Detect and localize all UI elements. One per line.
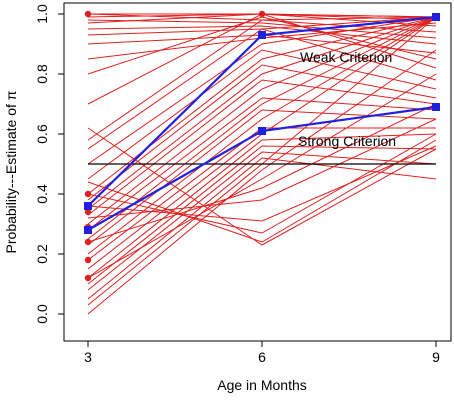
y-axis: 0.0 0.2 0.4 0.6 0.8 1.0	[34, 4, 65, 324]
y-tick-label: 0.8	[34, 64, 50, 84]
individual-line	[87, 64, 437, 201]
individual-line	[87, 79, 437, 216]
individual-line	[87, 151, 437, 291]
individual-line	[87, 28, 437, 150]
individual-line	[87, 49, 437, 180]
individual-line	[87, 16, 437, 240]
individual-line	[87, 133, 437, 279]
individual-line	[87, 103, 437, 243]
individual-line	[87, 145, 437, 285]
strong-criterion-point	[84, 226, 92, 234]
strong-criterion-label: Strong Criterion	[298, 133, 396, 149]
individual-line	[87, 16, 437, 225]
weak-criterion-point	[258, 31, 266, 39]
y-tick-label: 0.6	[34, 124, 50, 144]
x-tick-label: 6	[258, 349, 266, 365]
weak-criterion-point	[432, 13, 440, 21]
individual-line	[87, 127, 437, 246]
y-tick-label: 0.2	[34, 244, 50, 264]
y-axis-label: Probability---Estimate of π	[3, 90, 19, 253]
individual-line	[87, 97, 437, 231]
individual-point	[258, 10, 266, 18]
individual-line	[87, 16, 437, 255]
strong-criterion-point	[432, 103, 440, 111]
individual-point	[84, 274, 92, 282]
individual-line	[87, 133, 437, 234]
x-axis: 3 6 9	[84, 340, 440, 365]
individual-point	[84, 256, 92, 264]
plot-area	[63, 2, 452, 342]
individual-line	[87, 73, 437, 279]
individual-line	[87, 49, 437, 315]
weak-criterion-point	[84, 202, 92, 210]
individual-line	[87, 118, 437, 219]
individual-line	[87, 19, 437, 39]
x-axis-label: Age in Months	[217, 377, 307, 393]
individual-line	[87, 139, 437, 243]
strong-criterion-point	[258, 127, 266, 135]
individual-line	[87, 145, 437, 222]
individual-point	[84, 208, 92, 216]
individual-point	[84, 238, 92, 246]
individual-point	[84, 10, 92, 18]
y-tick-label: 0.0	[34, 304, 50, 324]
y-tick-label: 1.0	[34, 4, 50, 24]
y-tick-label: 0.4	[34, 184, 50, 204]
individual-point	[84, 190, 92, 198]
x-tick-label: 3	[84, 349, 92, 365]
individual-line	[87, 25, 437, 45]
x-tick-label: 9	[432, 349, 440, 365]
individual-line	[87, 157, 437, 300]
weak-criterion-label: Weak Criterion	[300, 49, 392, 65]
individual-line	[87, 16, 437, 165]
